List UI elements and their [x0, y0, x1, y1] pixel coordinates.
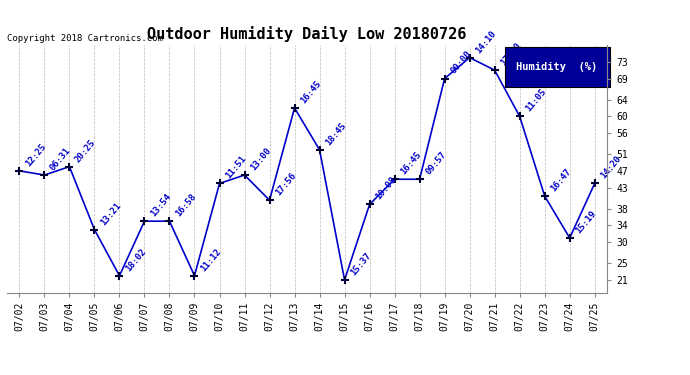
- Text: 11:05: 11:05: [524, 87, 548, 114]
- Text: 13:54: 13:54: [148, 192, 172, 218]
- Text: Humidity  (%): Humidity (%): [515, 62, 597, 72]
- Text: 17:56: 17:56: [274, 171, 298, 197]
- Text: 10:08: 10:08: [374, 175, 398, 202]
- FancyBboxPatch shape: [505, 48, 610, 87]
- Text: 14:10: 14:10: [474, 28, 498, 55]
- Text: 13:00: 13:00: [248, 146, 273, 172]
- Text: 20:25: 20:25: [74, 138, 98, 164]
- Text: 15:19: 15:19: [574, 209, 598, 235]
- Text: 09:57: 09:57: [424, 150, 448, 177]
- Text: 16:45: 16:45: [399, 150, 423, 177]
- Text: 16:45: 16:45: [299, 79, 323, 105]
- Text: 11:51: 11:51: [224, 154, 248, 181]
- Text: Copyright 2018 Cartronics.com: Copyright 2018 Cartronics.com: [7, 33, 163, 42]
- Text: 12:25: 12:25: [23, 142, 48, 168]
- Title: Outdoor Humidity Daily Low 20180726: Outdoor Humidity Daily Low 20180726: [148, 27, 466, 42]
- Text: 13:21: 13:21: [99, 200, 123, 227]
- Text: 14:20: 14:20: [599, 154, 623, 181]
- Text: 11:12: 11:12: [199, 247, 223, 273]
- Text: 18:02: 18:02: [124, 247, 148, 273]
- Text: 15:37: 15:37: [348, 251, 373, 277]
- Text: 17:00: 17:00: [499, 41, 523, 68]
- Text: 16:47: 16:47: [549, 167, 573, 193]
- Text: 18:45: 18:45: [324, 121, 348, 147]
- Text: 06:31: 06:31: [48, 146, 72, 172]
- Text: 00:00: 00:00: [448, 50, 473, 76]
- Text: 16:58: 16:58: [174, 192, 198, 218]
